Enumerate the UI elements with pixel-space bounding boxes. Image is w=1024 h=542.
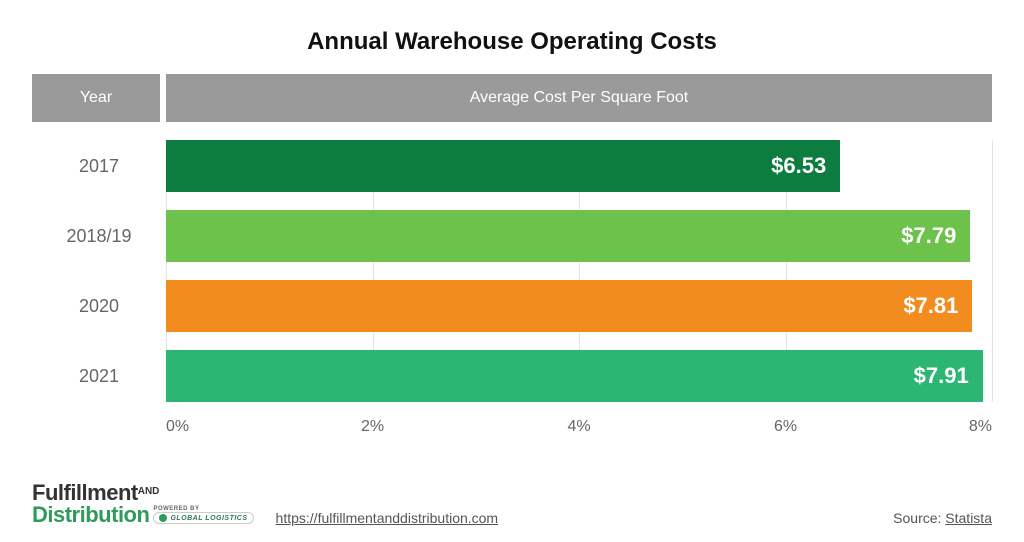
source-attribution: Source: Statista — [893, 510, 992, 526]
logo-text-2: Distribution — [32, 504, 149, 526]
plot-area: $7.91 — [166, 350, 992, 402]
footer: FulfillmentAND Distribution POWERED BY G… — [32, 482, 992, 526]
year-label: 2021 — [32, 366, 166, 387]
header-year: Year — [32, 74, 160, 122]
year-label: 2017 — [32, 156, 166, 177]
bar-row: 2020$7.81 — [32, 280, 992, 332]
site-url-link[interactable]: https://fulfillmentanddistribution.com — [276, 510, 499, 526]
chart-title: Annual Warehouse Operating Costs — [0, 0, 1024, 74]
brand-logo: FulfillmentAND Distribution POWERED BY G… — [32, 482, 254, 526]
bar: $7.81 — [166, 280, 972, 332]
axis-tick: 0% — [166, 418, 189, 436]
axis-tick: 4% — [567, 418, 590, 436]
plot-area: $6.53 — [166, 140, 992, 192]
logo-and: AND — [138, 486, 160, 497]
bar: $7.91 — [166, 350, 983, 402]
footer-left: FulfillmentAND Distribution POWERED BY G… — [32, 482, 498, 526]
x-axis: 0% 2% 4% 6% 8% — [166, 412, 992, 442]
year-label: 2020 — [32, 296, 166, 317]
year-label: 2018/19 — [32, 226, 166, 247]
plot-area: $7.79 — [166, 210, 992, 262]
header-cost: Average Cost Per Square Foot — [166, 74, 992, 122]
gridline — [992, 140, 993, 402]
bar: $6.53 — [166, 140, 840, 192]
bar-row: 2021$7.91 — [32, 350, 992, 402]
powered-badge: GLOBAL LOGISTICS — [153, 512, 253, 524]
globe-icon — [159, 514, 167, 522]
powered-by: POWERED BY GLOBAL LOGISTICS — [153, 506, 253, 524]
bar-row: 2018/19$7.79 — [32, 210, 992, 262]
chart-container: Year Average Cost Per Square Foot 2017$6… — [32, 74, 992, 442]
axis-tick: 6% — [774, 418, 797, 436]
bar-row: 2017$6.53 — [32, 140, 992, 192]
plot-area: $7.81 — [166, 280, 992, 332]
header-row: Year Average Cost Per Square Foot — [32, 74, 992, 122]
axis-tick: 2% — [361, 418, 384, 436]
powered-brand: GLOBAL LOGISTICS — [170, 515, 247, 522]
source-link[interactable]: Statista — [945, 510, 992, 526]
bar-rows: 2017$6.53 2018/19$7.79 2020$7.81 2021$7.91 — [32, 140, 992, 402]
source-label: Source: — [893, 510, 945, 526]
axis-tick: 8% — [969, 418, 992, 436]
bar: $7.79 — [166, 210, 970, 262]
